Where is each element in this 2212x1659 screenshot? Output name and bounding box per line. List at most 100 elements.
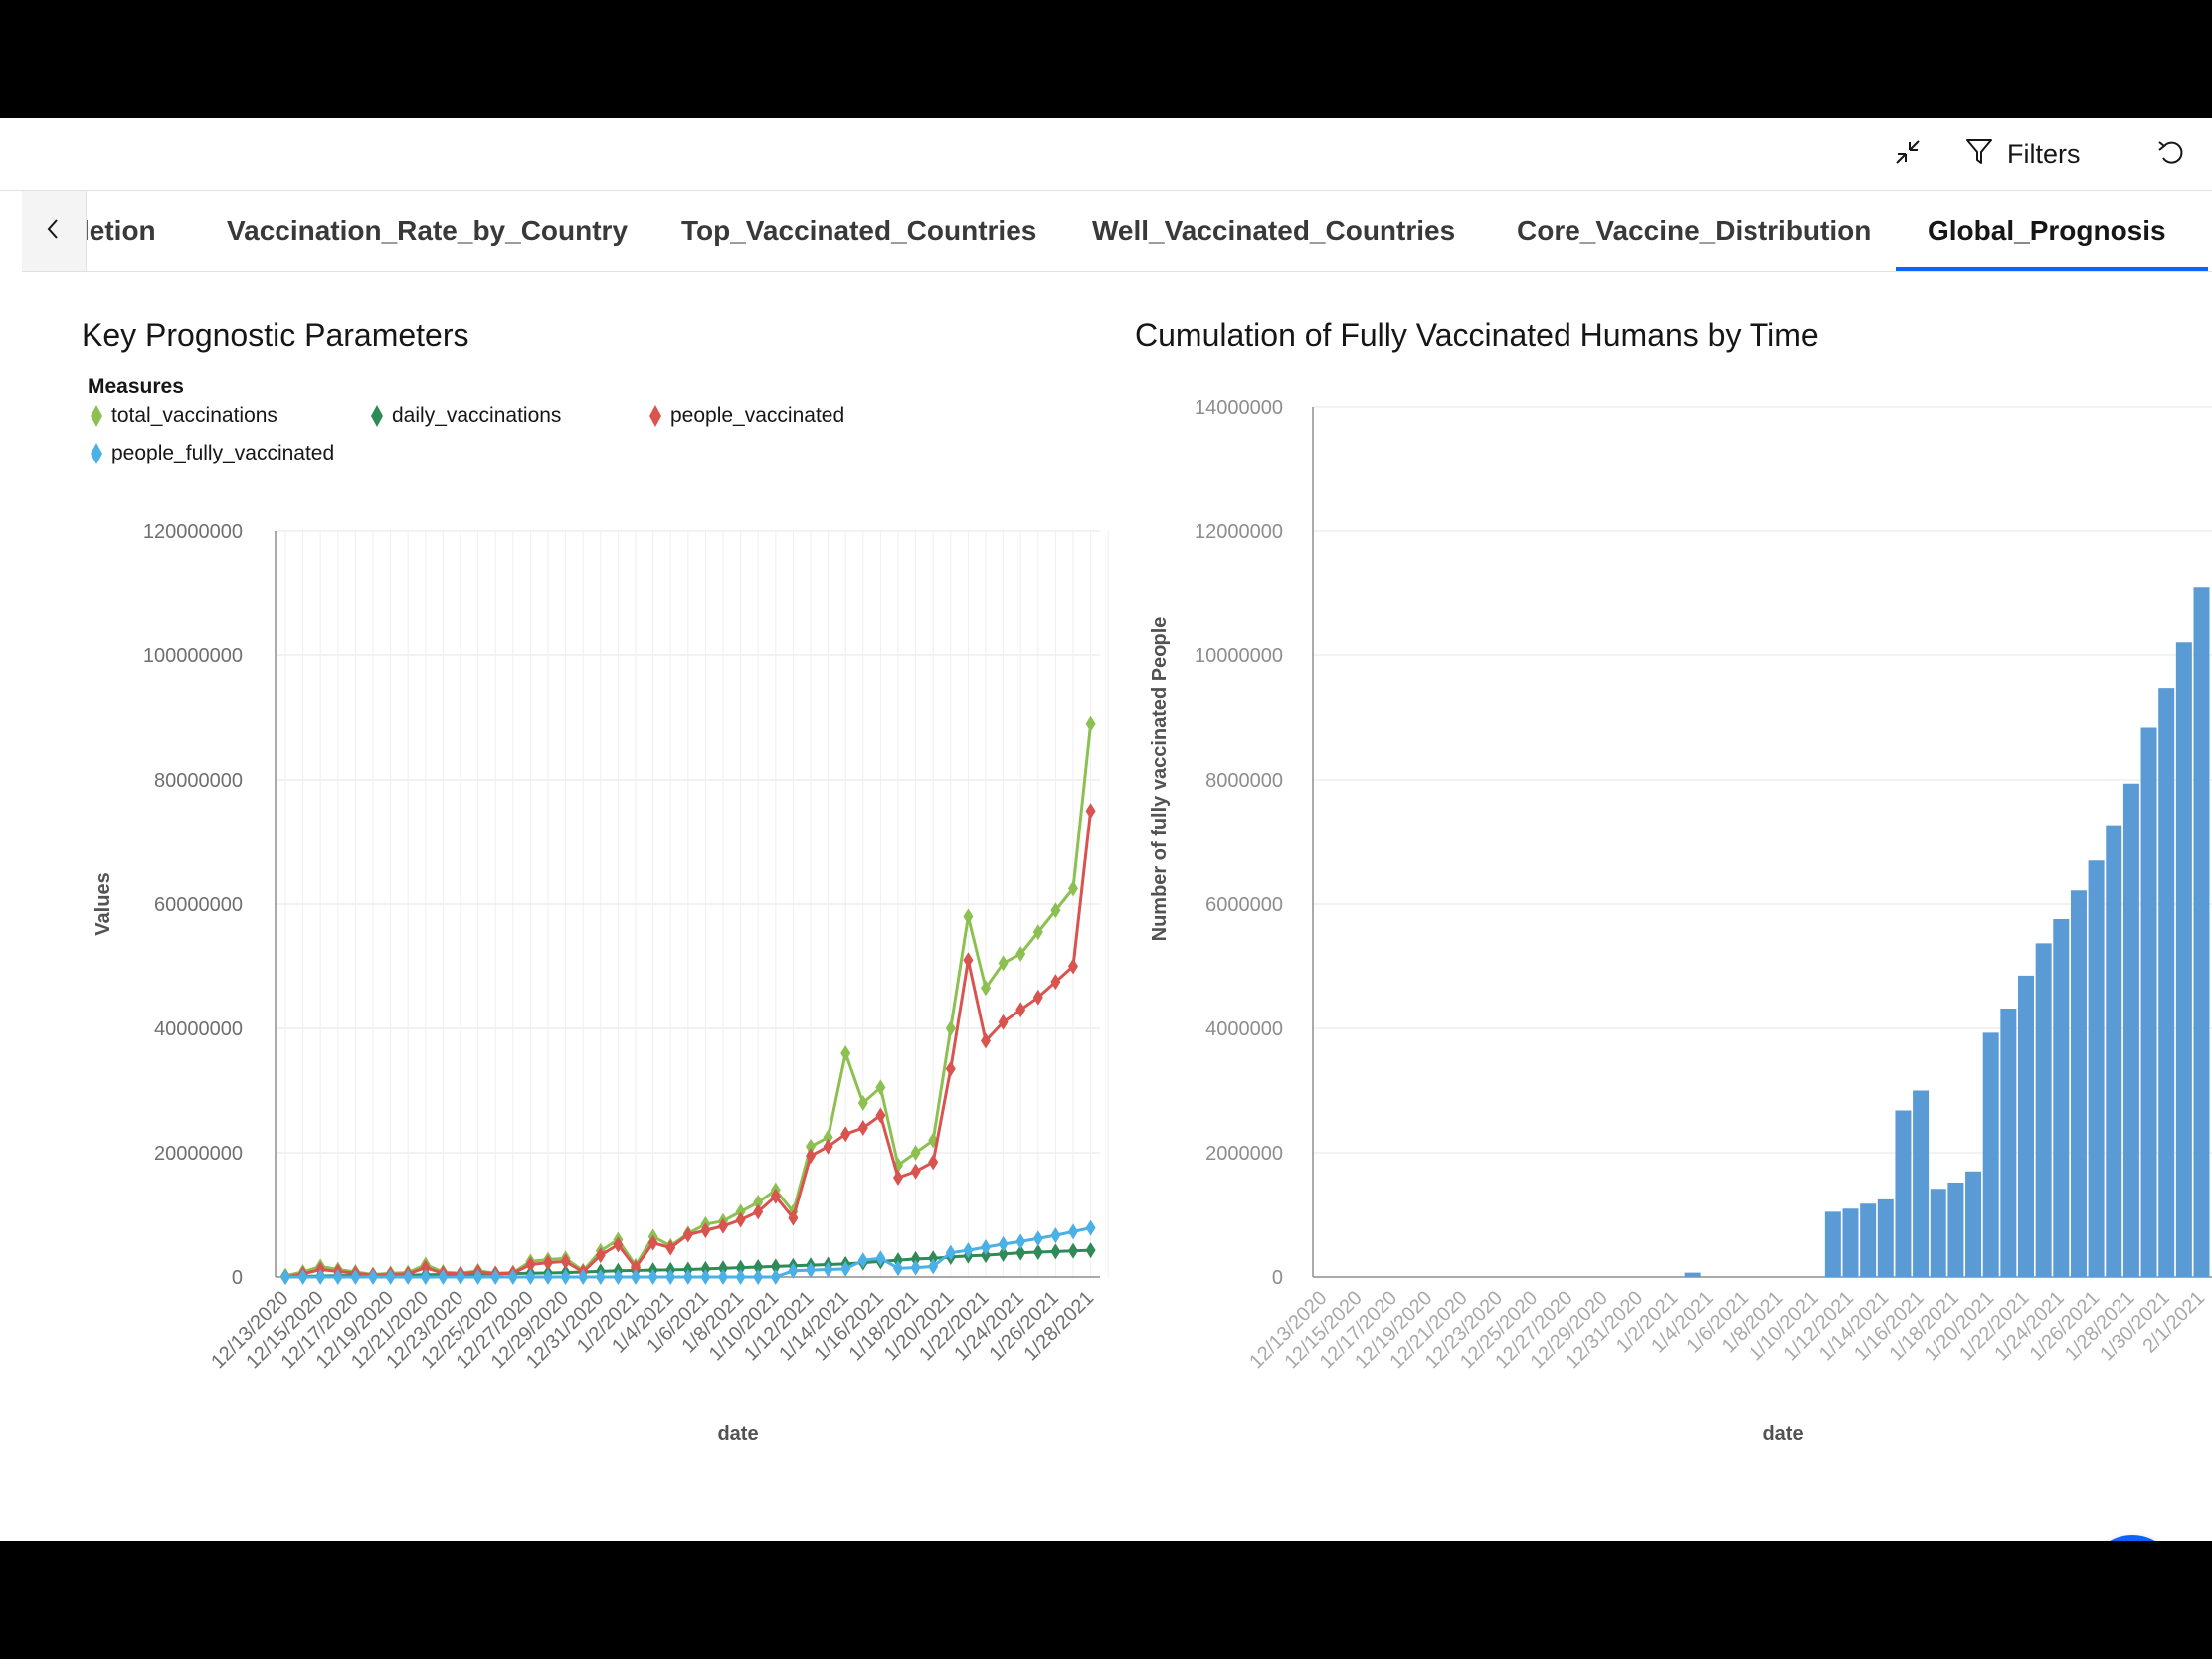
data-point[interactable] (1050, 902, 1061, 919)
data-point[interactable] (350, 1269, 361, 1285)
data-point[interactable] (560, 1253, 571, 1270)
data-point[interactable] (770, 1188, 781, 1204)
data-point[interactable] (297, 1269, 308, 1285)
bar[interactable] (2018, 975, 2034, 1277)
data-point[interactable] (1015, 1244, 1026, 1261)
data-point[interactable] (1032, 1230, 1043, 1247)
bar[interactable] (1982, 1032, 1999, 1277)
bar[interactable] (2035, 943, 2052, 1277)
data-point[interactable] (700, 1260, 711, 1277)
data-point[interactable] (543, 1269, 553, 1285)
bar[interactable] (2158, 688, 2175, 1277)
data-point[interactable] (823, 1129, 833, 1146)
data-point[interactable] (770, 1258, 781, 1275)
tab-core-vaccine-distribution[interactable]: Core_Vaccine_Distribution (1517, 215, 1872, 246)
bar[interactable] (2070, 890, 2087, 1277)
data-point[interactable] (525, 1269, 536, 1285)
data-point[interactable] (1050, 974, 1061, 991)
data-point[interactable] (788, 1262, 799, 1279)
data-point[interactable] (472, 1269, 483, 1285)
data-point[interactable] (647, 1269, 658, 1285)
data-point[interactable] (857, 1095, 868, 1111)
legend-item-people-vaccinated[interactable]: people_vaccinated (648, 404, 844, 428)
tab-scroll-left-button[interactable] (22, 191, 87, 271)
data-point[interactable] (893, 1260, 903, 1277)
data-point[interactable] (456, 1269, 465, 1285)
bar[interactable] (1842, 1208, 1859, 1277)
data-point[interactable] (578, 1269, 589, 1285)
data-point[interactable] (631, 1269, 641, 1285)
data-point[interactable] (700, 1222, 711, 1239)
data-point[interactable] (613, 1236, 624, 1253)
tab-global-prognosis[interactable]: Global_Prognosis (1928, 215, 2166, 246)
data-point[interactable] (998, 1014, 1009, 1030)
bar[interactable] (2193, 587, 2210, 1277)
legend-item-people-fully-vaccinated[interactable]: people_fully_vaccinated (90, 442, 334, 465)
bar[interactable] (2122, 783, 2139, 1277)
data-point[interactable] (945, 1244, 956, 1261)
data-point[interactable] (945, 1020, 956, 1036)
data-point[interactable] (998, 1235, 1009, 1252)
data-point[interactable] (1085, 1242, 1096, 1259)
data-point[interactable] (631, 1259, 641, 1276)
data-point[interactable] (770, 1269, 781, 1285)
data-point[interactable] (507, 1269, 518, 1285)
data-point[interactable] (753, 1269, 764, 1285)
data-point[interactable] (735, 1203, 746, 1220)
data-point[interactable] (1068, 1223, 1078, 1240)
data-point[interactable] (700, 1269, 711, 1285)
data-point[interactable] (1085, 1219, 1096, 1236)
data-point[interactable] (490, 1269, 501, 1285)
data-point[interactable] (595, 1269, 606, 1285)
legend-item-total-vaccinations[interactable]: total_vaccinations (90, 404, 277, 428)
data-point[interactable] (893, 1252, 903, 1269)
data-point[interactable] (1068, 880, 1078, 897)
data-point[interactable] (788, 1209, 799, 1226)
data-point[interactable] (840, 1045, 851, 1061)
data-point[interactable] (1015, 1233, 1026, 1250)
data-point[interactable] (963, 908, 974, 925)
bar-chart[interactable]: 0 2000000 4000000 6000000 8000000 10000000 120… (1124, 118, 2212, 1541)
data-point[interactable] (928, 1154, 939, 1171)
reset-button[interactable] (2151, 134, 2191, 174)
data-point[interactable] (910, 1163, 921, 1180)
data-point[interactable] (840, 1126, 851, 1143)
data-point[interactable] (1050, 1243, 1061, 1260)
data-point[interactable] (963, 952, 974, 969)
legend-item-daily-vaccinations[interactable]: daily_vaccinations (370, 404, 561, 428)
data-point[interactable] (823, 1138, 833, 1155)
data-point[interactable] (981, 980, 991, 997)
data-point[interactable] (981, 1239, 991, 1255)
bar[interactable] (1930, 1189, 1946, 1277)
data-point[interactable] (910, 1259, 921, 1276)
data-point[interactable] (385, 1269, 396, 1285)
data-point[interactable] (910, 1145, 921, 1161)
data-point[interactable] (1050, 1227, 1061, 1244)
data-point[interactable] (893, 1170, 903, 1186)
data-point[interactable] (945, 1060, 956, 1077)
data-point[interactable] (963, 1242, 974, 1259)
data-point[interactable] (525, 1256, 536, 1273)
data-point[interactable] (420, 1269, 431, 1285)
tab-vaccination-rate-by-country[interactable]: Vaccination_Rate_by_Country (227, 215, 629, 246)
data-point[interactable] (1068, 958, 1078, 975)
data-point[interactable] (753, 1259, 764, 1275)
data-point[interactable] (1015, 1002, 1026, 1018)
data-point[interactable] (332, 1269, 343, 1285)
bar[interactable] (1824, 1211, 1841, 1277)
data-point[interactable] (928, 1258, 939, 1275)
data-point[interactable] (1032, 989, 1043, 1006)
data-point[interactable] (857, 1120, 868, 1136)
data-point[interactable] (665, 1269, 676, 1285)
bar[interactable] (2053, 919, 2070, 1277)
data-point[interactable] (753, 1195, 764, 1210)
data-point[interactable] (875, 1250, 886, 1267)
collapse-button[interactable] (1888, 134, 1928, 174)
data-point[interactable] (560, 1269, 571, 1285)
data-point[interactable] (1032, 924, 1043, 941)
data-point[interactable] (981, 1032, 991, 1049)
data-point[interactable] (857, 1252, 868, 1269)
data-point[interactable] (981, 1247, 991, 1264)
data-point[interactable] (682, 1226, 693, 1243)
data-point[interactable] (735, 1211, 746, 1228)
